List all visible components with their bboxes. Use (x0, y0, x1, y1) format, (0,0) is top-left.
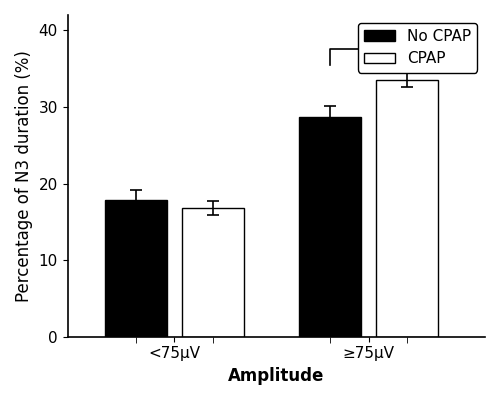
X-axis label: Amplitude: Amplitude (228, 367, 324, 385)
Bar (104, 200, 166, 337)
Bar (182, 208, 244, 337)
Bar (298, 117, 361, 337)
Text: **: ** (358, 29, 378, 48)
Legend: No CPAP, CPAP: No CPAP, CPAP (358, 23, 478, 72)
Y-axis label: Percentage of N3 duration (%): Percentage of N3 duration (%) (15, 50, 33, 302)
Bar (376, 80, 438, 337)
